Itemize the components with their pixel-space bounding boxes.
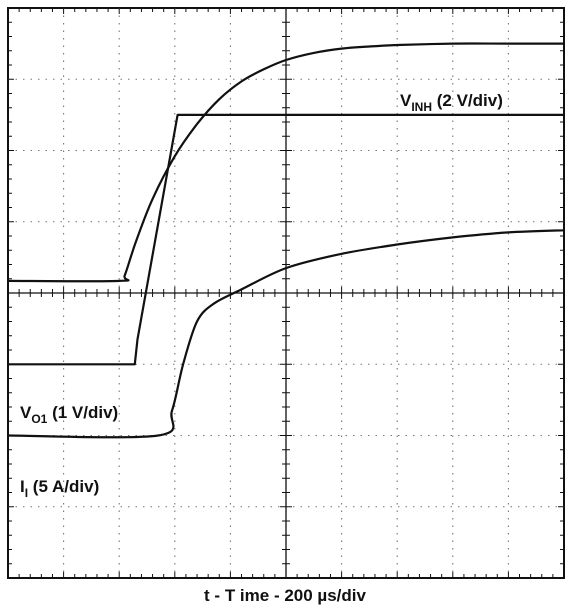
vo1-trace-label: VO1 (1 V/div) — [20, 403, 118, 426]
ii-trace — [6, 229, 566, 439]
trace-labels: VINH (2 V/div)VO1 (1 V/div)II (5 A/div) — [20, 91, 503, 500]
trace-label-subscript: O1 — [31, 412, 47, 426]
ii-trace-label: II (5 A/div) — [20, 477, 99, 500]
trace-label-main: I — [20, 477, 25, 496]
trace-label-subscript: I — [25, 486, 28, 500]
x-axis-label: t - T ime - 200 µs/div — [204, 586, 366, 605]
trace-label-scale: (2 V/div) — [432, 91, 503, 110]
trace-label-subscript: INH — [411, 100, 432, 114]
trace-label-main: V — [20, 403, 32, 422]
vo1-trace — [6, 113, 566, 366]
trace-label-main: V — [400, 91, 412, 110]
traces — [6, 42, 566, 439]
vinh-trace — [6, 42, 566, 283]
trace-label-scale: (1 V/div) — [47, 403, 118, 422]
trace-label-scale: (5 A/div) — [28, 477, 99, 496]
vinh-trace-label: VINH (2 V/div) — [400, 91, 503, 114]
